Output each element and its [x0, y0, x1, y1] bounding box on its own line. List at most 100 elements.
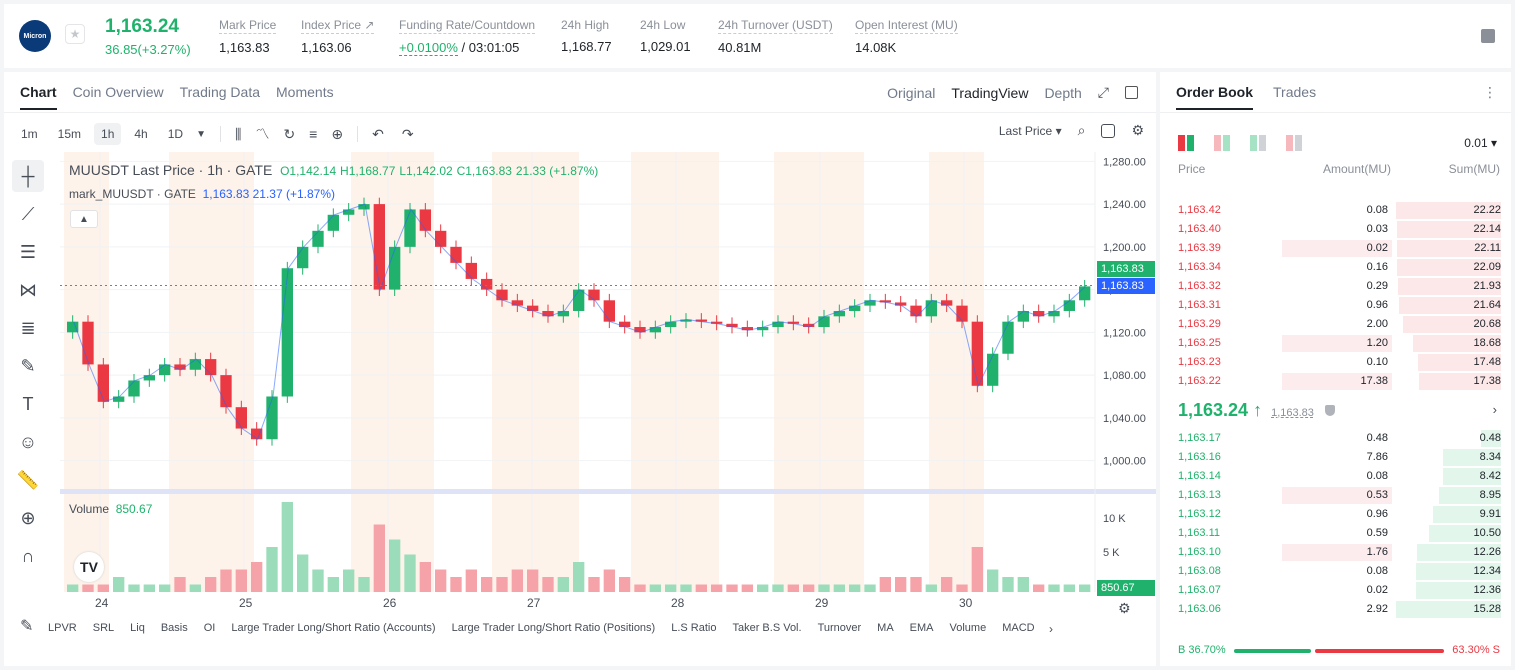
- ask-row[interactable]: 1,163.23 0.10 17.48: [1160, 353, 1511, 372]
- view-asks-icon[interactable]: [1286, 135, 1302, 151]
- price-chart[interactable]: 1,280.001,240.001,200.001,160.001,120.00…: [60, 152, 1156, 612]
- chart-settings-icon[interactable]: ⚙: [1118, 600, 1131, 616]
- price-cell: 1,163.17: [1178, 432, 1221, 444]
- pattern-icon[interactable]: ⋈: [19, 279, 37, 300]
- tab-trades[interactable]: Trades: [1273, 84, 1317, 100]
- timeframe-15m[interactable]: 15m: [57, 127, 82, 141]
- timeframe-4h[interactable]: 4h: [134, 127, 148, 141]
- ask-row[interactable]: 1,163.42 0.08 22.22: [1160, 201, 1511, 220]
- candle-type-icon[interactable]: ⫼: [234, 125, 242, 142]
- funding-rate-stat[interactable]: Funding Rate/Countdown +0.0100% / 03:01:…: [399, 18, 536, 56]
- tab-depth[interactable]: Depth: [1044, 84, 1082, 101]
- indicator-13[interactable]: MACD: [1002, 622, 1035, 634]
- timeframe-1m[interactable]: 1m: [21, 127, 38, 141]
- ask-row[interactable]: 1,163.40 0.03 22.14: [1160, 220, 1511, 239]
- chevron-right-icon[interactable]: ›: [1049, 622, 1053, 636]
- magnet-icon[interactable]: ∩: [21, 545, 35, 566]
- precision-select[interactable]: 0.01 ▾: [1464, 136, 1497, 150]
- bid-row[interactable]: 1,163.17 0.48 0.48: [1160, 429, 1511, 448]
- tab-chart[interactable]: Chart: [20, 84, 57, 110]
- bid-row[interactable]: 1,163.16 7.86 8.34: [1160, 448, 1511, 467]
- ask-row[interactable]: 1,163.32 0.29 21.93: [1160, 277, 1511, 296]
- indicator-10[interactable]: MA: [877, 622, 894, 634]
- book-icon[interactable]: [1481, 29, 1495, 43]
- indicator-12[interactable]: Volume: [949, 622, 987, 634]
- horizontal-lines-icon[interactable]: ☰: [19, 241, 37, 262]
- timeframe-1d[interactable]: 1D: [167, 127, 184, 141]
- timeframe-dropdown-icon[interactable]: ▼: [196, 128, 206, 140]
- emoji-icon[interactable]: ☺: [18, 431, 38, 452]
- mark-price-stat[interactable]: Mark Price 1,163.83: [219, 18, 277, 55]
- trend-line-icon[interactable]: ⟋: [21, 203, 35, 224]
- indicator-11[interactable]: EMA: [909, 622, 934, 634]
- collapse-legend-button[interactable]: ▲: [70, 210, 98, 228]
- search-icon[interactable]: ⌕: [1077, 122, 1086, 138]
- replay-icon[interactable]: ↻: [283, 125, 296, 142]
- tab-tradingview[interactable]: TradingView: [951, 84, 1029, 101]
- templates-icon[interactable]: ≡: [309, 126, 318, 142]
- open-interest-stat[interactable]: Open Interest (MU) 14.08K: [855, 18, 958, 55]
- bid-row[interactable]: 1,163.11 0.59 10.50: [1160, 524, 1511, 543]
- volume-bar: [941, 577, 953, 592]
- volume-bar: [67, 584, 79, 592]
- zoom-in-icon[interactable]: ⊕: [20, 507, 36, 528]
- tab-moments[interactable]: Moments: [276, 84, 334, 100]
- tab-trading-data[interactable]: Trading Data: [179, 84, 261, 100]
- 24h-turnover-stat[interactable]: 24h Turnover (USDT) 40.81M: [718, 18, 833, 55]
- indicator-8[interactable]: Taker B.S Vol.: [732, 622, 802, 634]
- text-icon[interactable]: T: [22, 393, 34, 414]
- brush-icon[interactable]: ✎: [20, 355, 36, 376]
- chevron-right-icon[interactable]: ›: [1492, 402, 1497, 417]
- tab-original[interactable]: Original: [887, 84, 936, 101]
- view-bids-icon[interactable]: [1250, 135, 1266, 151]
- ask-row[interactable]: 1,163.22 17.38 17.38: [1160, 372, 1511, 391]
- price-type-select[interactable]: Last Price ▾: [998, 123, 1062, 138]
- indicator-2[interactable]: Liq: [130, 622, 145, 634]
- indicator-7[interactable]: L.S Ratio: [671, 622, 717, 634]
- timeframe-1h[interactable]: 1h: [94, 123, 122, 145]
- ask-row[interactable]: 1,163.25 1.20 18.68: [1160, 334, 1511, 353]
- redo-icon[interactable]: ↷: [401, 125, 414, 142]
- bid-row[interactable]: 1,163.14 0.08 8.42: [1160, 467, 1511, 486]
- indicator-0[interactable]: LPVR: [48, 622, 77, 634]
- bid-row[interactable]: 1,163.07 0.02 12.36: [1160, 581, 1511, 600]
- camera-icon[interactable]: [1101, 123, 1116, 138]
- crosshair-icon[interactable]: ┼: [12, 160, 44, 192]
- more-menu-icon[interactable]: ⋮: [1483, 84, 1497, 100]
- undo-icon[interactable]: ↶: [372, 125, 384, 142]
- edit-pencil-icon[interactable]: ✎: [20, 618, 34, 635]
- indicator-5[interactable]: Large Trader Long/Short Ratio (Accounts): [231, 622, 436, 634]
- index-price-stat[interactable]: Index Price ↗ 1,163.06: [301, 18, 375, 55]
- ask-row[interactable]: 1,163.39 0.02 22.11: [1160, 239, 1511, 258]
- tradingview-logo[interactable]: TV: [74, 552, 104, 582]
- bid-row[interactable]: 1,163.06 2.92 15.28: [1160, 600, 1511, 619]
- mid-price[interactable]: 1,163.24 ↑ 1,163.83: [1178, 400, 1335, 421]
- indicator-4[interactable]: OI: [203, 622, 216, 634]
- tab-order-book[interactable]: Order Book: [1176, 84, 1254, 110]
- volume-bar: [327, 577, 339, 592]
- ask-row[interactable]: 1,163.29 2.00 20.68: [1160, 315, 1511, 334]
- add-alert-icon[interactable]: ⊕: [331, 125, 344, 142]
- favorite-star-icon[interactable]: ★: [65, 24, 85, 44]
- bid-row[interactable]: 1,163.10 1.76 12.26: [1160, 543, 1511, 562]
- ruler-icon[interactable]: 📏: [16, 469, 40, 490]
- settings-gear-icon[interactable]: ⚙: [1131, 122, 1144, 138]
- indicator-3[interactable]: Basis: [160, 622, 188, 634]
- indicator-9[interactable]: Turnover: [817, 622, 862, 634]
- ask-row[interactable]: 1,163.34 0.16 22.09: [1160, 258, 1511, 277]
- view-both-alt-icon[interactable]: [1214, 135, 1230, 151]
- indicator-1[interactable]: SRL: [92, 622, 115, 634]
- tab-coin-overview[interactable]: Coin Overview: [72, 84, 164, 100]
- indicator-6[interactable]: Large Trader Long/Short Ratio (Positions…: [451, 622, 656, 634]
- window-icon[interactable]: [1125, 86, 1138, 99]
- volume-bar: [450, 577, 462, 592]
- ask-row[interactable]: 1,163.31 0.96 21.64: [1160, 296, 1511, 315]
- view-both-icon[interactable]: [1178, 135, 1194, 151]
- expand-icon[interactable]: ⤢: [1097, 84, 1109, 100]
- volume-bar: [1063, 584, 1075, 592]
- bid-row[interactable]: 1,163.13 0.53 8.95: [1160, 486, 1511, 505]
- indicators-icon[interactable]: 〽: [255, 126, 270, 142]
- bid-row[interactable]: 1,163.08 0.08 12.34: [1160, 562, 1511, 581]
- bid-row[interactable]: 1,163.12 0.96 9.91: [1160, 505, 1511, 524]
- fib-icon[interactable]: ≣: [20, 317, 36, 338]
